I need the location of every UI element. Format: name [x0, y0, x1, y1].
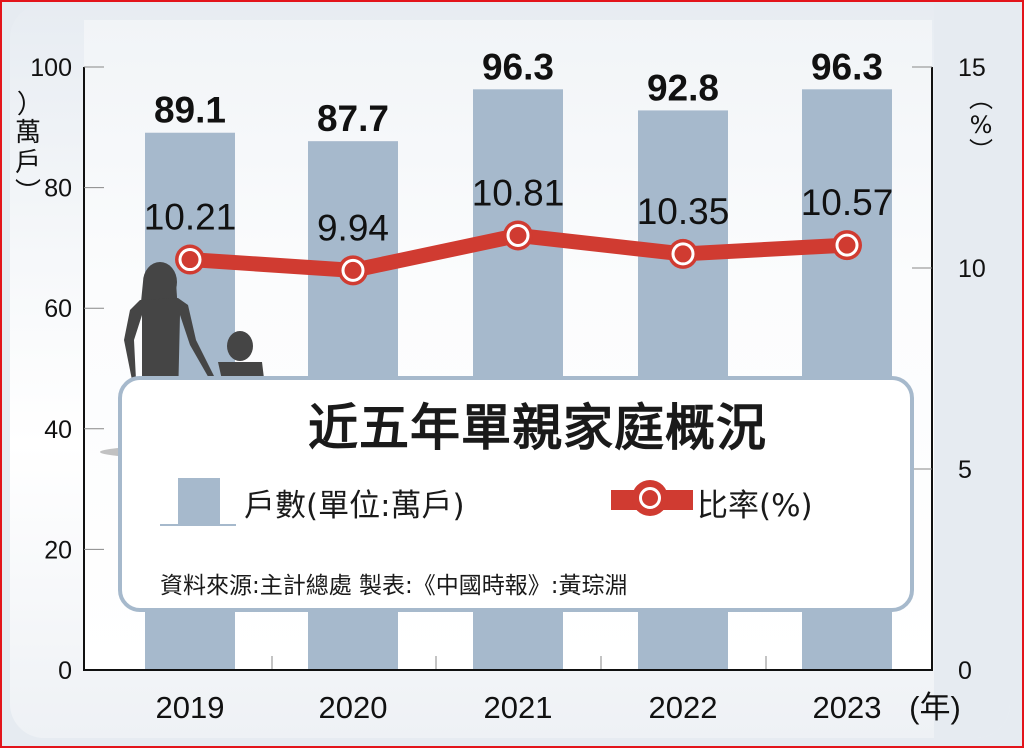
rate-marker-ring — [341, 258, 365, 282]
left-tick-label: 80 — [44, 175, 72, 203]
rate-value-label: 10.21 — [144, 197, 237, 238]
right-tick-label: 0 — [958, 657, 972, 685]
rate-value-label: 10.35 — [637, 191, 730, 232]
left-axis-unit: ︵(萬戶) 萬戶 ︶ — [13, 89, 43, 208]
rate-marker-ring — [671, 242, 695, 266]
x-tick-label: 2021 — [484, 690, 553, 725]
right-tick-label: 10 — [958, 255, 986, 283]
x-tick-label: 2023 — [813, 690, 882, 725]
rate-marker-ring — [178, 248, 202, 272]
left-tick-label: 40 — [44, 416, 72, 444]
rate-value-label: 10.81 — [472, 172, 565, 213]
right-tick-label: 5 — [958, 456, 972, 484]
right-axis-unit: ︵%︶ (%) — [969, 85, 993, 165]
rate-marker-ring — [835, 233, 859, 257]
legend-panel — [118, 376, 914, 612]
left-tick-label: 60 — [44, 295, 72, 323]
legend-line-label: 比率(%) — [697, 488, 813, 524]
left-tick-label: 0 — [58, 657, 72, 685]
legend-bar-label: 戶數(單位:萬戶) — [244, 488, 465, 524]
bar-value-label: 92.8 — [647, 67, 719, 108]
legend-bar-baseline — [160, 524, 236, 526]
x-axis-unit: (年) — [909, 690, 961, 725]
legend-bar-swatch — [178, 478, 220, 524]
bar-value-label: 89.1 — [154, 90, 226, 131]
bar-value-label: 87.7 — [317, 98, 389, 139]
right-tick-label: 15 — [958, 54, 986, 82]
rate-value-label: 10.57 — [801, 182, 894, 223]
bar-value-label: 96.3 — [482, 46, 554, 87]
x-tick-label: 2022 — [649, 690, 718, 725]
legend-marker-icon — [632, 480, 668, 516]
x-tick-label: 2019 — [156, 690, 225, 725]
left-tick-label: 100 — [30, 54, 72, 82]
x-tick-label: 2020 — [319, 690, 388, 725]
source-credit: 資料來源:主計總處 製表:《中國時報》:黃琮淵 — [160, 573, 628, 599]
left-tick-label: 20 — [44, 536, 72, 564]
rate-value-label: 9.94 — [317, 207, 389, 248]
chart-title: 近五年單親家庭概況 — [308, 399, 767, 457]
bar-value-label: 96.3 — [811, 46, 883, 87]
right-axis-background — [934, 4, 1010, 738]
rate-marker-ring — [506, 223, 530, 247]
